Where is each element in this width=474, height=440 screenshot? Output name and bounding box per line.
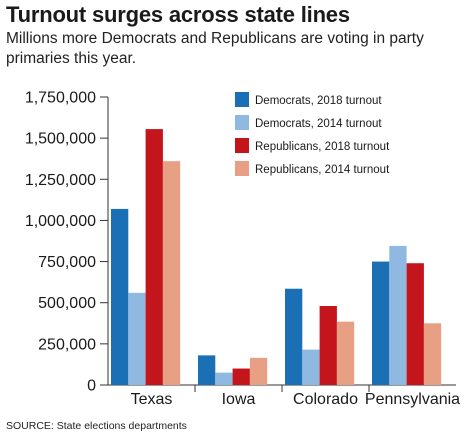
y-tick-label: 500,000 xyxy=(38,295,96,312)
bar xyxy=(389,245,407,385)
legend-label: Republicans, 2018 turnout xyxy=(255,141,390,153)
bar xyxy=(128,292,146,385)
source-note: SOURCE: State elections departments xyxy=(6,420,187,432)
bar xyxy=(423,323,442,385)
legend-swatch xyxy=(235,138,249,153)
y-tick-label: 1,000,000 xyxy=(25,213,96,230)
bar xyxy=(372,261,390,385)
bar xyxy=(319,306,337,385)
y-tick-label: 750,000 xyxy=(38,254,96,271)
chart-subtitle: Millions more Democrats and Republicans … xyxy=(6,30,424,67)
legend-label: Democrats, 2014 turnout xyxy=(255,118,382,130)
x-tick-label: Iowa xyxy=(222,391,256,408)
bar xyxy=(406,263,424,385)
bar xyxy=(302,349,320,385)
chart-title: Turnout surges across state lines xyxy=(6,2,350,27)
x-tick-label: Colorado xyxy=(293,391,358,408)
legend-swatch xyxy=(235,161,249,176)
bar xyxy=(198,355,216,385)
legend-swatch xyxy=(235,92,249,107)
y-tick-label: 1,250,000 xyxy=(25,172,96,189)
bar xyxy=(215,372,233,385)
bar xyxy=(145,129,163,385)
legend: Democrats, 2018 turnout Democrats, 2014 t… xyxy=(235,92,390,176)
y-tick-label: 0 xyxy=(87,378,96,395)
y-axis: 0 250,000 500,000 750,000 1,000,000 1,250,000… xyxy=(25,90,456,395)
bar xyxy=(232,368,250,385)
legend-label: Republicans, 2014 turnout xyxy=(255,164,390,176)
x-tick-label: Texas xyxy=(131,391,173,408)
x-axis: Texas Iowa Colorado Pennsylvania xyxy=(131,385,460,408)
bar xyxy=(336,321,355,385)
y-tick-label: 250,000 xyxy=(38,336,96,353)
legend-swatch xyxy=(235,115,249,130)
y-tick-label: 1,750,000 xyxy=(25,90,96,107)
bar xyxy=(285,288,303,385)
x-tick-label: Pennsylvania xyxy=(365,391,460,408)
bars xyxy=(111,129,442,385)
bar xyxy=(249,357,268,385)
legend-label: Democrats, 2018 turnout xyxy=(255,95,382,107)
bar xyxy=(162,161,181,385)
bar xyxy=(111,208,129,385)
y-tick-label: 1,500,000 xyxy=(25,131,96,148)
